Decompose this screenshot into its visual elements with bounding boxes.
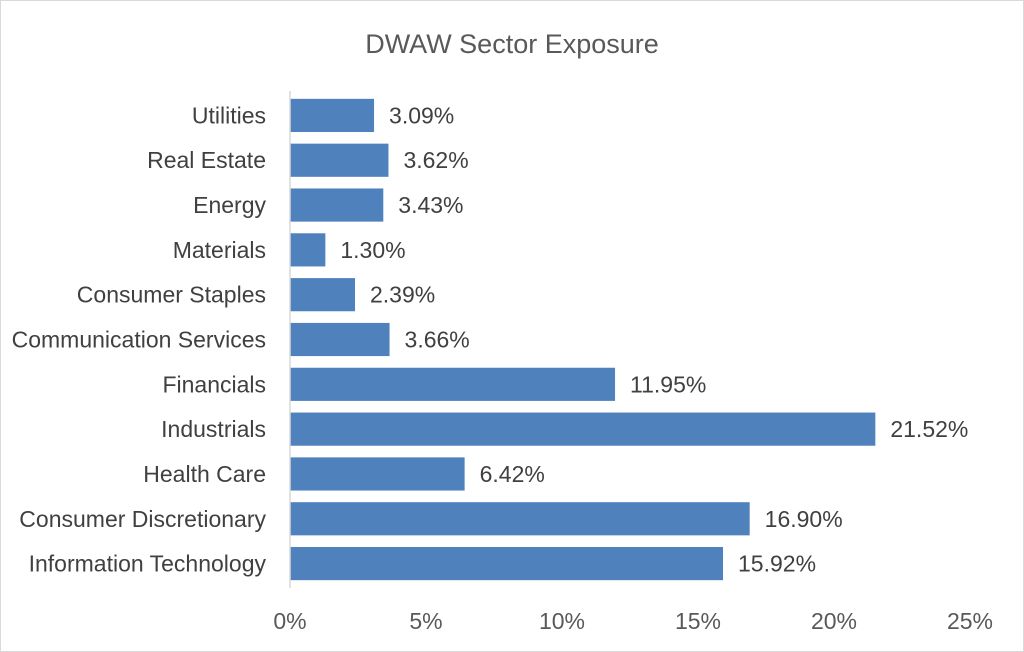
- value-label-real-estate: 3.62%: [403, 147, 468, 173]
- bar-communication-services: [290, 322, 390, 357]
- x-tick-labels-group: 0% 5% 10% 15% 20% 25%: [273, 608, 993, 634]
- value-label-utilities: 3.09%: [389, 102, 454, 128]
- x-tick-label-10: 10%: [539, 608, 585, 634]
- category-label-industrials: Industrials: [161, 416, 266, 442]
- x-tick-label-20: 20%: [811, 608, 857, 634]
- category-label-consumer-staples: Consumer Staples: [77, 282, 266, 308]
- category-label-financials: Financials: [162, 371, 266, 397]
- value-label-energy: 3.43%: [398, 192, 463, 218]
- bars-group: [290, 98, 876, 581]
- value-label-communication-services: 3.66%: [405, 327, 470, 353]
- category-label-information-technology: Information Technology: [29, 551, 267, 577]
- bar-health-care: [290, 457, 465, 491]
- bar-utilities: [290, 98, 375, 132]
- bar-information-technology: [290, 547, 724, 581]
- bar-materials: [290, 233, 326, 267]
- bar-energy: [290, 188, 384, 222]
- chart-title: DWAW Sector Exposure: [365, 29, 659, 59]
- x-tick-label-15: 15%: [675, 608, 721, 634]
- value-label-health-care: 6.42%: [480, 461, 545, 487]
- value-label-materials: 1.30%: [340, 237, 405, 263]
- category-label-utilities: Utilities: [192, 102, 266, 128]
- category-labels-group: Utilities Real Estate Energy Materials Consu…: [12, 102, 267, 576]
- value-label-information-technology: 15.92%: [738, 551, 816, 577]
- category-label-energy: Energy: [193, 192, 266, 218]
- value-label-industrials: 21.52%: [890, 416, 968, 442]
- x-tick-label-0: 0%: [273, 608, 306, 634]
- value-label-consumer-discretionary: 16.90%: [765, 506, 843, 532]
- bar-financials: [290, 367, 616, 401]
- x-tick-label-5: 5%: [409, 608, 442, 634]
- category-label-real-estate: Real Estate: [147, 147, 266, 173]
- category-label-materials: Materials: [173, 237, 266, 263]
- value-label-consumer-staples: 2.39%: [370, 282, 435, 308]
- bar-industrials: [290, 412, 876, 446]
- bar-real-estate: [290, 143, 389, 177]
- category-label-consumer-discretionary: Consumer Discretionary: [19, 506, 266, 532]
- x-tick-label-25: 25%: [947, 608, 993, 634]
- bar-consumer-discretionary: [290, 502, 750, 536]
- category-label-communication-services: Communication Services: [12, 327, 266, 353]
- value-label-financials: 11.95%: [630, 371, 706, 397]
- bar-consumer-staples: [290, 278, 356, 312]
- value-labels-group: 3.09% 3.62% 3.43% 1.30% 2.39% 3.66% 11.95% 21.5…: [340, 102, 968, 576]
- category-label-health-care: Health Care: [143, 461, 266, 487]
